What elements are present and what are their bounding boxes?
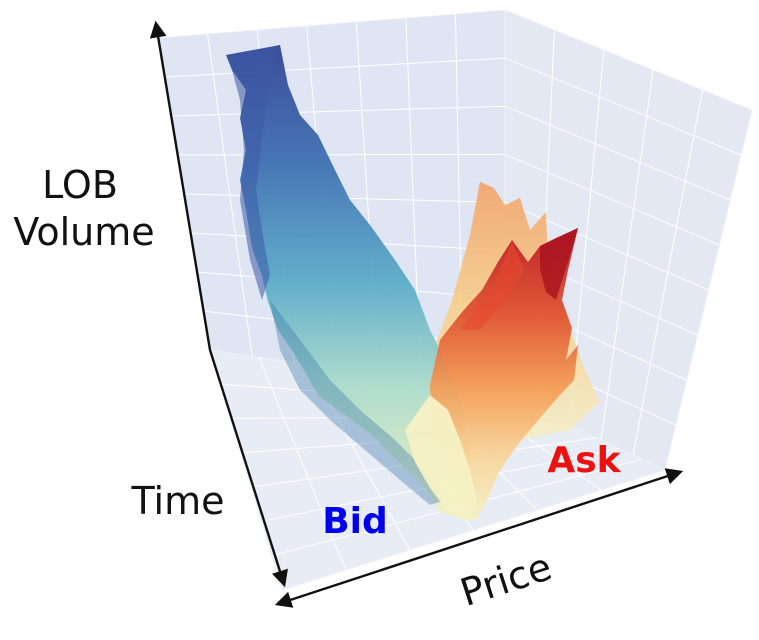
y-axis-label: Time xyxy=(131,479,225,523)
ask-surface-peak xyxy=(540,228,578,300)
back-right-gridline-v xyxy=(504,153,720,246)
bid-annotation: Bid xyxy=(322,501,388,542)
axes xyxy=(149,20,684,608)
back-right-gridline-v xyxy=(504,105,731,201)
bid-surface-ridge xyxy=(228,46,278,300)
z-axis-label-line1: LOB xyxy=(42,163,118,207)
back-left-gridline-v xyxy=(164,57,506,78)
surface xyxy=(226,45,600,520)
bid-surface-shadow xyxy=(270,300,445,505)
x-axis-line xyxy=(274,468,684,608)
ask-surface-ridge xyxy=(460,242,525,330)
x-axis-label: Price xyxy=(455,544,557,614)
ask-surface-front xyxy=(430,228,578,520)
back-left-gridline-v xyxy=(177,153,506,156)
z-axis-label-line2: Volume xyxy=(13,210,154,254)
back-right-gridline-v xyxy=(504,202,709,291)
ask-annotation: Ask xyxy=(547,440,621,481)
bid-surface xyxy=(226,45,475,518)
back-right-gridline-v xyxy=(504,57,742,156)
back-left-gridline-v xyxy=(170,105,506,117)
z-axis-line xyxy=(149,20,212,351)
y-axis-line xyxy=(208,349,288,588)
